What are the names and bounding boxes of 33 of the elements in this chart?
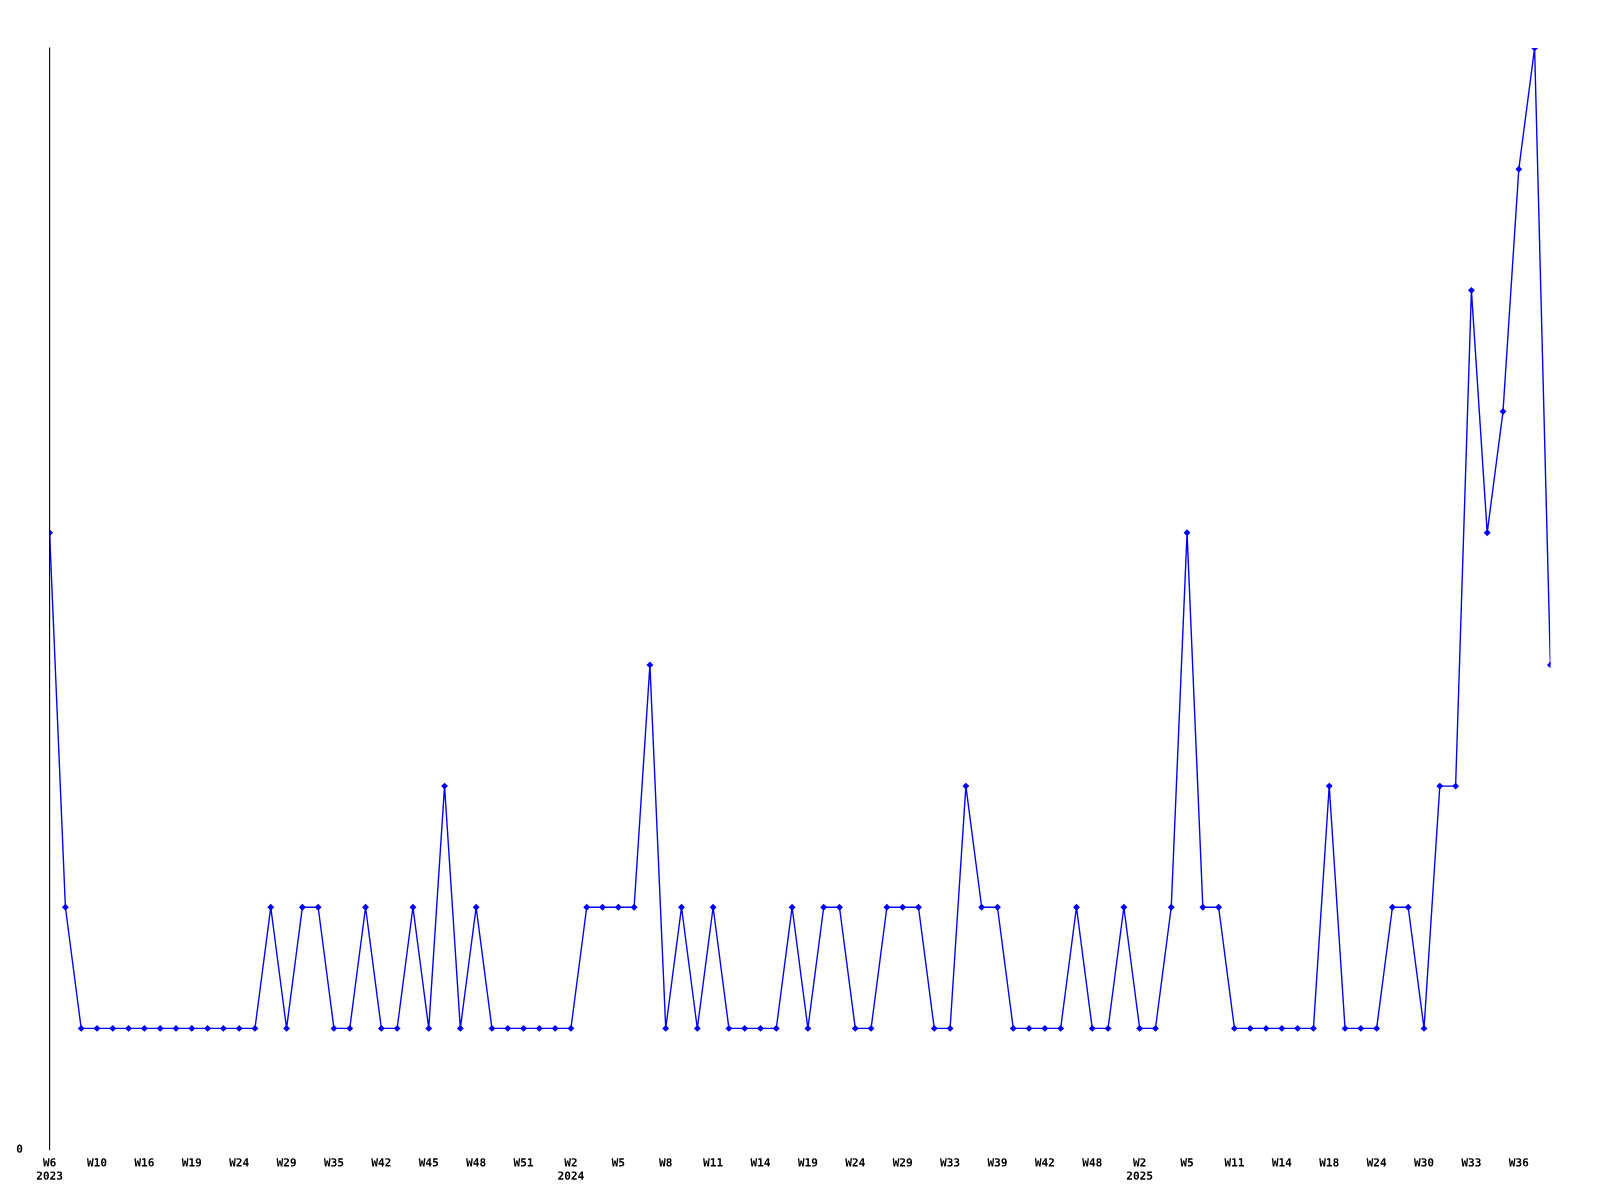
x-tick-label: W16 bbox=[134, 1158, 154, 1167]
x-tick-label: W19 bbox=[797, 1158, 818, 1167]
x-tick-label: W6 2023 bbox=[36, 1158, 63, 1180]
x-tick-label: W24 bbox=[229, 1158, 249, 1167]
x-tick-label: W19 bbox=[181, 1158, 202, 1167]
x-tick-label: W5 bbox=[611, 1158, 625, 1167]
x-tick-label: W45 bbox=[418, 1158, 439, 1167]
x-tick-label: W24 bbox=[1366, 1158, 1387, 1167]
x-tick-label: W5 bbox=[1180, 1158, 1193, 1167]
x-tick-label: W33 bbox=[940, 1158, 960, 1167]
x-tick-label: W51 bbox=[513, 1158, 534, 1167]
x-tick-label: W30 bbox=[1413, 1158, 1434, 1167]
x-tick-label: W2 2024 bbox=[558, 1158, 584, 1180]
x-tick-label: W42 bbox=[1034, 1158, 1054, 1167]
x-tick-label: W2 2025 bbox=[1126, 1158, 1153, 1180]
x-tick-label: W14 bbox=[1271, 1158, 1292, 1167]
x-tick-label: W48 bbox=[466, 1158, 486, 1167]
x-tick-label: W8 bbox=[659, 1158, 672, 1167]
x-tick-label: W33 bbox=[1461, 1158, 1481, 1167]
x-tick-label: W36 bbox=[1508, 1158, 1529, 1167]
x-tick-label: W11 bbox=[703, 1158, 723, 1167]
x-tick-label: W29 bbox=[276, 1158, 296, 1167]
x-tick-label: W29 bbox=[892, 1158, 913, 1167]
x-tick-label: W18 bbox=[1319, 1158, 1339, 1167]
x-tick-label: W48 bbox=[1082, 1158, 1102, 1167]
x-tick-label: W11 bbox=[1224, 1158, 1244, 1167]
text: 0 bbox=[16, 1144, 23, 1153]
x-tick-label: W24 bbox=[845, 1158, 865, 1167]
x-tick-label: W39 bbox=[987, 1158, 1007, 1167]
x-tick-label: W35 bbox=[323, 1158, 344, 1167]
x-tick-label: W10 bbox=[86, 1158, 107, 1167]
x-tick-label: W42 bbox=[371, 1158, 391, 1167]
x-tick-label: W14 bbox=[750, 1158, 771, 1167]
